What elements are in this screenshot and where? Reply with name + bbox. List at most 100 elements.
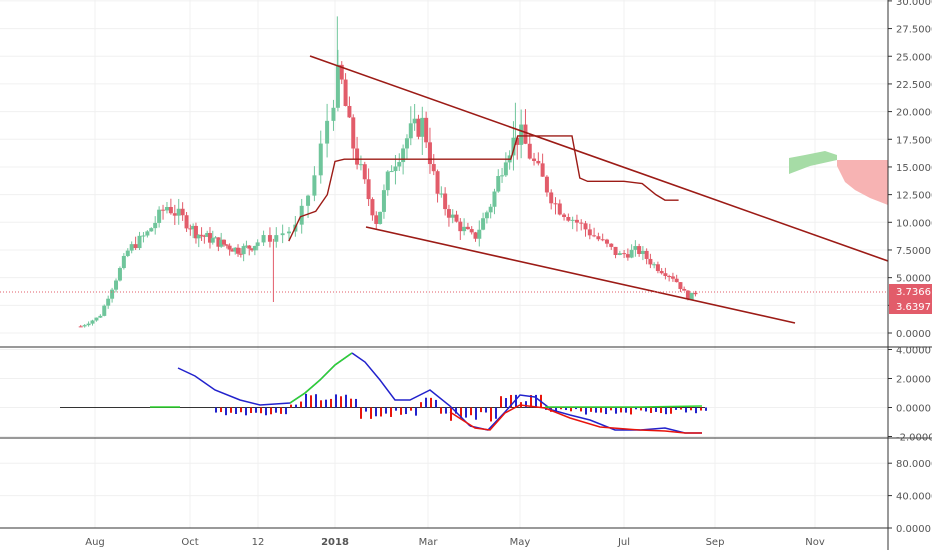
candle-body	[172, 213, 177, 216]
candle-body	[420, 117, 425, 137]
price-y-tick-label: 10.0000	[896, 218, 932, 229]
candle-body	[161, 209, 166, 211]
candle-body	[427, 142, 432, 165]
macd-histogram-bar	[525, 401, 527, 408]
candle-body	[381, 190, 386, 212]
baseline-indicator	[288, 135, 679, 242]
x-tick-label: Aug	[85, 537, 105, 548]
candle-body	[435, 171, 440, 194]
x-tick-label: Jul	[617, 537, 630, 548]
candle-body	[191, 225, 196, 230]
signal-line-segment	[545, 405, 703, 408]
candle-body	[458, 221, 463, 232]
candle-body	[488, 206, 493, 213]
macd-histogram-bar	[705, 407, 707, 411]
candle-body	[397, 162, 402, 167]
macd-histogram-bar	[380, 407, 382, 417]
macd-histogram-bar	[535, 394, 537, 408]
candle-body	[527, 143, 532, 159]
candle-body	[241, 246, 246, 255]
macd-histogram-bar	[325, 399, 327, 408]
candle-body	[188, 228, 193, 230]
macd-histogram-bar	[320, 400, 322, 408]
price-y-tick-label: 25.0000	[896, 52, 932, 63]
macd-histogram-bar	[680, 407, 682, 410]
x-tick-label: Nov	[805, 537, 825, 548]
candle-body	[129, 244, 134, 251]
candle-body	[247, 245, 252, 249]
macd-histogram-bar	[345, 394, 347, 408]
price-y-tick-label: 22.5000	[896, 80, 932, 91]
signal-line-segment	[449, 404, 702, 434]
macd-histogram-bar	[650, 407, 652, 413]
candle-body	[110, 289, 115, 299]
candle-body	[267, 235, 272, 242]
candle-body	[454, 214, 459, 222]
price-y-tick-label: 17.5000	[896, 135, 932, 146]
macd-y-tick-label: 4.0000	[896, 346, 931, 357]
x-tick-label: 12	[252, 537, 265, 548]
candle-body	[252, 245, 257, 251]
macd-histogram-bar	[695, 407, 697, 414]
cloud-bullish	[789, 151, 837, 174]
candle-body	[484, 212, 489, 219]
candle-body	[439, 193, 444, 195]
candle-body	[446, 209, 451, 218]
macd-histogram-bar	[645, 407, 647, 412]
candle-body	[404, 138, 409, 149]
candle-body	[358, 164, 363, 166]
macd-histogram-bar	[415, 407, 417, 416]
macd-histogram-bar	[675, 407, 677, 410]
current-price-label: 3.6397	[896, 302, 931, 313]
macd-histogram-bar	[350, 398, 352, 408]
candle-body	[587, 229, 592, 236]
candle-body	[574, 219, 579, 223]
candle-body	[261, 235, 266, 243]
macd-histogram-bar	[690, 407, 692, 411]
candle-body	[222, 239, 226, 245]
candles	[78, 16, 698, 328]
macd-histogram-bar	[430, 397, 432, 408]
x-tick-label: Oct	[181, 537, 198, 548]
candle-body	[678, 282, 683, 289]
macd-histogram-bar	[340, 396, 342, 408]
candle-body	[617, 253, 622, 255]
candle-body	[536, 160, 541, 164]
candle-body	[450, 214, 455, 218]
candle-body	[655, 264, 660, 272]
candle-body	[199, 234, 204, 236]
candle-body	[216, 237, 221, 247]
candle-body	[230, 249, 235, 252]
macd-histogram-bar	[330, 398, 332, 408]
candle-body	[462, 226, 467, 232]
macd-histogram-bar	[410, 407, 412, 411]
candle-body	[370, 199, 375, 216]
macd-histogram-bar	[305, 393, 307, 408]
candle-body	[511, 137, 516, 156]
candle-body	[596, 236, 601, 240]
candle-body	[640, 250, 645, 254]
macd-histogram-bar	[655, 407, 657, 412]
price-y-tick-label: 0.0000	[896, 329, 931, 340]
macd-y-tick-label: 0.0000	[896, 404, 931, 415]
candle-body	[609, 243, 614, 247]
candle-body	[286, 231, 291, 234]
macd-histogram-bar	[635, 407, 637, 410]
candle-body	[141, 235, 146, 237]
macd-histogram-bar	[265, 407, 267, 416]
macd-histogram-bar	[440, 407, 442, 414]
macd-histogram-bar	[685, 407, 687, 413]
macd-histogram-bar	[360, 407, 362, 419]
candle-body	[503, 162, 508, 176]
candle-body	[238, 253, 243, 255]
macd-histogram-bar	[445, 407, 447, 414]
candle-body	[693, 292, 698, 295]
candle-body	[168, 206, 173, 214]
candle-body	[633, 246, 638, 250]
macd-histogram-bar	[395, 407, 397, 411]
macd-histogram-bar	[315, 394, 317, 408]
macd-histogram-bar	[435, 399, 437, 408]
